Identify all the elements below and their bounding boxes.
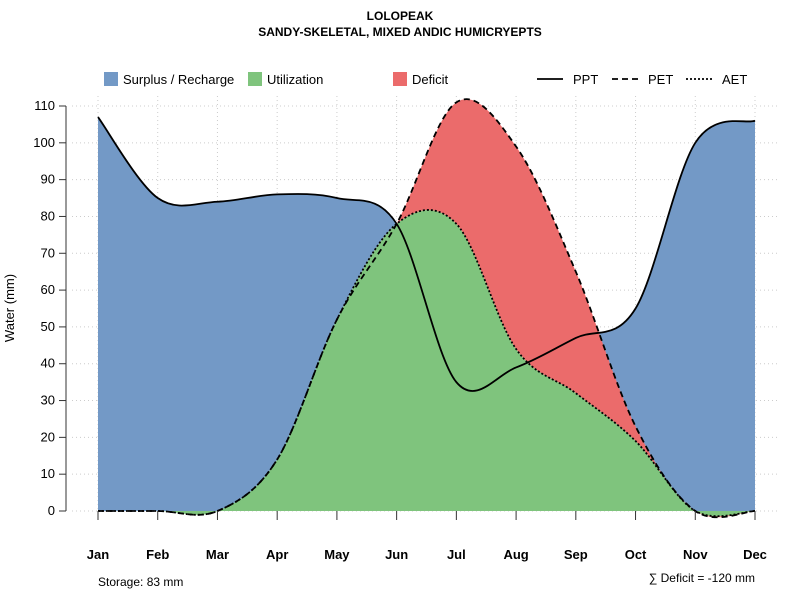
x-tick-label: Jul bbox=[447, 547, 466, 562]
legend-label: Surplus / Recharge bbox=[123, 72, 234, 87]
y-tick-label: 0 bbox=[48, 503, 55, 518]
deficit-annotation: ∑ Deficit = -120 mm bbox=[649, 571, 755, 585]
y-tick-label: 10 bbox=[41, 466, 55, 481]
legend: Surplus / Recharge Utilization Deficit PPT P… bbox=[104, 72, 747, 87]
y-axis-label: Water (mm) bbox=[2, 274, 17, 342]
y-tick-label: 30 bbox=[41, 393, 55, 408]
series-line-ppt bbox=[97, 116, 756, 392]
y-tick-label: 90 bbox=[41, 172, 55, 187]
y-tick-label: 40 bbox=[41, 356, 55, 371]
y-tick-label: 80 bbox=[41, 208, 55, 223]
series-line-aet bbox=[98, 209, 756, 518]
x-tick-label: Jan bbox=[87, 547, 109, 562]
storage-annotation: Storage: 83 mm bbox=[98, 575, 183, 589]
legend-label: Utilization bbox=[267, 72, 323, 87]
x-tick-label: Nov bbox=[683, 547, 708, 562]
legend-label: Deficit bbox=[412, 72, 449, 87]
chart-subtitle: SANDY-SKELETAL, MIXED ANDIC HUMICRYEPTS bbox=[258, 25, 542, 39]
y-tick-label: 100 bbox=[33, 135, 55, 150]
x-tick-label: Jun bbox=[385, 547, 408, 562]
legend-swatch-1 bbox=[248, 72, 262, 86]
y-tick-label: 20 bbox=[41, 429, 55, 444]
x-tick-label: Oct bbox=[625, 547, 647, 562]
y-tick-label: 50 bbox=[41, 319, 55, 334]
legend-swatch-0 bbox=[104, 72, 118, 86]
x-tick-label: Sep bbox=[564, 547, 588, 562]
legend-swatch-2 bbox=[393, 72, 407, 86]
x-tick-label: Dec bbox=[743, 547, 767, 562]
areas bbox=[98, 99, 755, 518]
x-tick-label: Aug bbox=[503, 547, 528, 562]
y-tick-label: 70 bbox=[41, 245, 55, 260]
axes: 0 10 20 30 40 50 60 70 80 90 100 110 Jan Feb Mar Apr May… bbox=[33, 98, 767, 562]
x-tick-label: Apr bbox=[266, 547, 288, 562]
series-line-pet bbox=[98, 98, 756, 519]
area-deficit bbox=[98, 99, 755, 518]
area-utilization bbox=[98, 209, 755, 517]
x-tick-label: May bbox=[324, 547, 350, 562]
legend-label: AET bbox=[722, 72, 747, 87]
y-tick-label: 60 bbox=[41, 282, 55, 297]
x-tick-label: Mar bbox=[206, 547, 229, 562]
legend-label: PPT bbox=[573, 72, 598, 87]
lines bbox=[97, 98, 756, 519]
x-tick-label: Feb bbox=[146, 547, 169, 562]
y-tick-label: 110 bbox=[34, 98, 55, 113]
legend-label: PET bbox=[648, 72, 673, 87]
chart-title: LOLOPEAK bbox=[367, 9, 434, 23]
